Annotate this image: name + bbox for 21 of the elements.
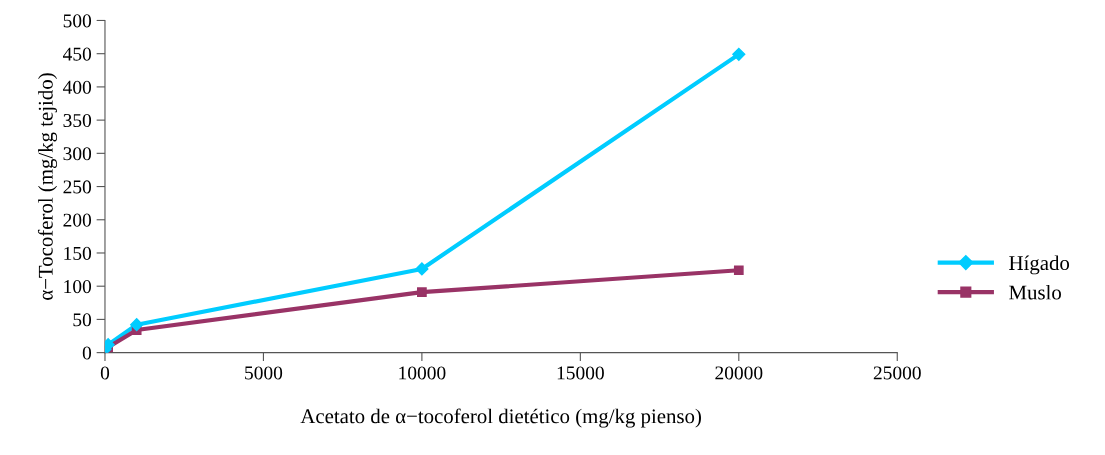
y-tick-label: 300 [63,147,92,161]
y-tick-label: 200 [63,213,92,227]
y-tick-label: 150 [64,246,92,260]
legend-label: Hígado [1009,255,1070,275]
x-tick-label: 10000 [399,366,446,380]
y-tick-label: 400 [62,80,92,94]
x-tick-label: 0 [100,366,110,380]
x-tick-label: 20000 [715,366,763,380]
y-tick-label: 50 [73,313,92,327]
y-tick-label: 250 [63,180,92,194]
x-tick-label: 25000 [873,366,921,380]
y-tick-label: 450 [62,47,92,61]
y-tick-label: 350 [63,113,92,128]
y-tick-label: 500 [63,14,92,28]
y-tick-label: 100 [64,280,92,294]
x-tick-label: 15000 [557,366,604,380]
y-axis-title: α−Tocoferol (mg/kg tejido) [37,73,58,300]
y-tick-label: 0 [82,346,92,360]
x-axis-title: Acetato de α−tocoferol dietético (mg/kg pienso) [300,408,701,428]
x-tick-label: 5000 [245,366,283,380]
legend-label: Muslo [1009,284,1061,300]
